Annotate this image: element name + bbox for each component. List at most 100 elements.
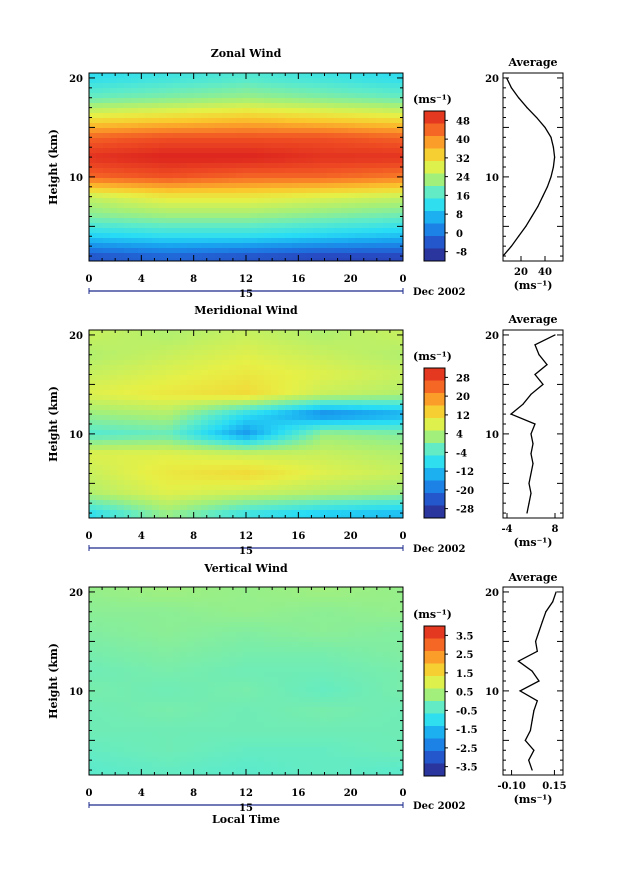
heatmap-cell xyxy=(320,133,327,138)
heatmap-cell xyxy=(194,370,201,375)
heatmap-cell xyxy=(110,178,117,183)
heatmap-cell xyxy=(369,198,376,203)
heatmap-cell xyxy=(215,592,222,597)
heatmap-cell xyxy=(215,767,222,772)
heatmap-cell xyxy=(166,370,173,375)
heatmap-cell xyxy=(145,228,152,233)
heatmap-cell xyxy=(292,602,299,607)
heatmap-cell xyxy=(201,228,208,233)
heatmap-cell xyxy=(117,208,124,213)
heatmap-cell xyxy=(131,113,138,118)
heatmap-cell xyxy=(264,233,271,238)
heatmap-cell xyxy=(313,470,320,475)
heatmap-cell xyxy=(334,228,341,233)
heatmap-cell xyxy=(264,113,271,118)
heatmap-cell xyxy=(180,73,187,78)
heatmap-cell xyxy=(180,410,187,415)
heatmap-cell xyxy=(96,218,103,223)
heatmap-cell xyxy=(292,450,299,455)
heatmap-cell xyxy=(173,415,180,420)
heatmap-cell xyxy=(369,330,376,335)
heatmap-cell xyxy=(187,193,194,198)
heatmap-cell xyxy=(285,722,292,727)
heatmap-cell xyxy=(327,193,334,198)
heatmap-cell xyxy=(215,218,222,223)
profile-point xyxy=(552,166,555,168)
heatmap-cell xyxy=(292,607,299,612)
heatmap-cell xyxy=(320,198,327,203)
heatmap-cell xyxy=(257,128,264,133)
heatmap-cell xyxy=(348,495,355,500)
heatmap-cell xyxy=(264,687,271,692)
heatmap-cell xyxy=(89,88,96,93)
heatmap-cell xyxy=(264,223,271,228)
heatmap-cell xyxy=(229,390,236,395)
heatmap-cell xyxy=(383,335,390,340)
heatmap-cell xyxy=(131,233,138,238)
heatmap-cell xyxy=(96,415,103,420)
heatmap-cell xyxy=(222,657,229,662)
heatmap-cell xyxy=(236,747,243,752)
heatmap-cell xyxy=(89,118,96,123)
heatmap-cell xyxy=(292,742,299,747)
heatmap-cell xyxy=(124,445,131,450)
colorbar-segment xyxy=(424,368,445,381)
heatmap-cell xyxy=(215,510,222,515)
heatmap-cell xyxy=(159,500,166,505)
heatmap-cell xyxy=(103,622,110,627)
heatmap-cell xyxy=(278,672,285,677)
heatmap-cell xyxy=(383,445,390,450)
heatmap-cell xyxy=(292,330,299,335)
heatmap-cell xyxy=(285,510,292,515)
profile-line xyxy=(502,77,556,257)
heatmap-cell xyxy=(390,98,397,103)
heatmap-cell xyxy=(215,722,222,727)
heatmap-cell xyxy=(334,178,341,183)
heatmap-cell xyxy=(271,632,278,637)
heatmap-cell xyxy=(159,365,166,370)
heatmap-cell xyxy=(313,188,320,193)
heatmap-cell xyxy=(96,243,103,248)
heatmap-cell xyxy=(264,622,271,627)
heatmap-cell xyxy=(201,173,208,178)
heatmap-cell xyxy=(285,662,292,667)
heatmap-cell xyxy=(383,330,390,335)
heatmap-cell xyxy=(187,83,194,88)
heatmap-cell xyxy=(208,73,215,78)
heatmap-cell xyxy=(138,495,145,500)
heatmap-cell xyxy=(215,78,222,83)
heatmap-cell xyxy=(131,73,138,78)
heatmap-cell xyxy=(250,607,257,612)
heatmap-cell xyxy=(299,405,306,410)
heatmap-cell xyxy=(271,505,278,510)
heatmap-cell xyxy=(138,183,145,188)
heatmap-cell xyxy=(292,128,299,133)
heatmap-cell xyxy=(215,597,222,602)
heatmap-cell xyxy=(390,168,397,173)
heatmap-cell xyxy=(320,138,327,143)
heatmap-cell xyxy=(194,612,201,617)
heatmap-cell xyxy=(152,400,159,405)
y-axis-label: Height (km) xyxy=(47,129,60,205)
heatmap-cell xyxy=(89,355,96,360)
heatmap-cell xyxy=(152,123,159,128)
heatmap-cell xyxy=(159,435,166,440)
heatmap-cell xyxy=(257,178,264,183)
heatmap-cell xyxy=(103,692,110,697)
heatmap-cell xyxy=(89,747,96,752)
heatmap-cell xyxy=(222,233,229,238)
heatmap-cell xyxy=(145,505,152,510)
heatmap-cell xyxy=(271,450,278,455)
heatmap-cell xyxy=(194,158,201,163)
heatmap-cell xyxy=(341,168,348,173)
heatmap-cell xyxy=(194,380,201,385)
heatmap-cell xyxy=(215,73,222,78)
heatmap-cell xyxy=(215,500,222,505)
heatmap-cell xyxy=(138,395,145,400)
heatmap-cell xyxy=(285,340,292,345)
heatmap-cell xyxy=(250,612,257,617)
heatmap-cell xyxy=(243,370,250,375)
heatmap-cell xyxy=(117,445,124,450)
heatmap-cell xyxy=(145,350,152,355)
heatmap-cell xyxy=(208,672,215,677)
